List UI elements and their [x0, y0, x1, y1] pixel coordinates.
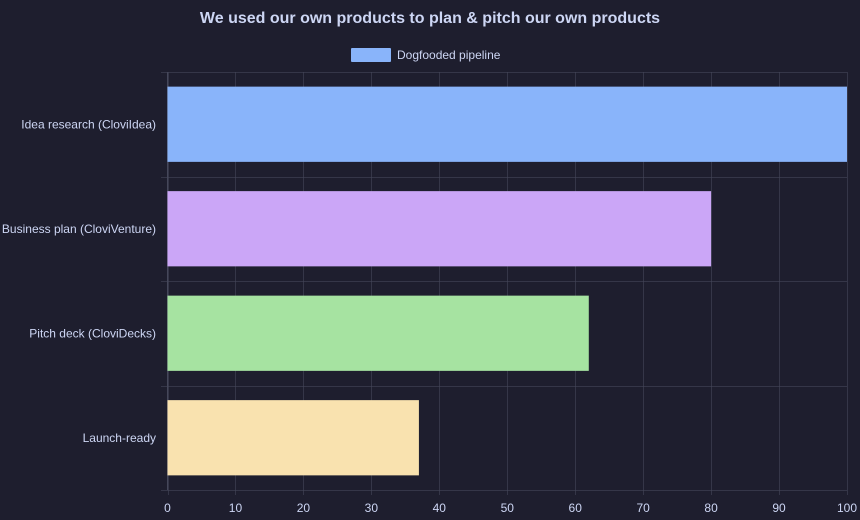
x-tick-label: 60: [569, 501, 583, 515]
legend: Dogfooded pipeline: [351, 48, 501, 62]
y-axis-labels: Idea research (CloviIdea) Business plan (…: [2, 117, 156, 445]
x-tick-label: 90: [772, 501, 786, 515]
category-label: Idea research (CloviIdea): [21, 117, 156, 131]
category-label: Launch-ready: [83, 431, 156, 445]
legend-swatch: [351, 48, 391, 62]
x-tick-label: 0: [164, 501, 171, 515]
x-tick-label: 50: [501, 501, 515, 515]
x-tick-label: 40: [433, 501, 447, 515]
bar: [167, 191, 712, 267]
x-axis-labels: 0 10 20 30 40 50 60 70 80 90 100: [164, 501, 857, 515]
x-tick-label: 70: [636, 501, 650, 515]
x-tick-label: 80: [704, 501, 718, 515]
chart-title: We used our own products to plan & pitch…: [200, 10, 660, 27]
bar: [167, 400, 419, 476]
x-tick-label: 10: [229, 501, 243, 515]
bars: [167, 86, 847, 476]
x-tick-label: 100: [837, 501, 857, 515]
category-label: Business plan (CloviVenture): [2, 222, 156, 236]
legend-label: Dogfooded pipeline: [397, 48, 501, 62]
category-label: Pitch deck (CloviDecks): [29, 326, 156, 340]
x-tick-label: 30: [365, 501, 379, 515]
bar: [167, 86, 847, 162]
bar: [167, 295, 589, 371]
x-tick-label: 20: [297, 501, 311, 515]
